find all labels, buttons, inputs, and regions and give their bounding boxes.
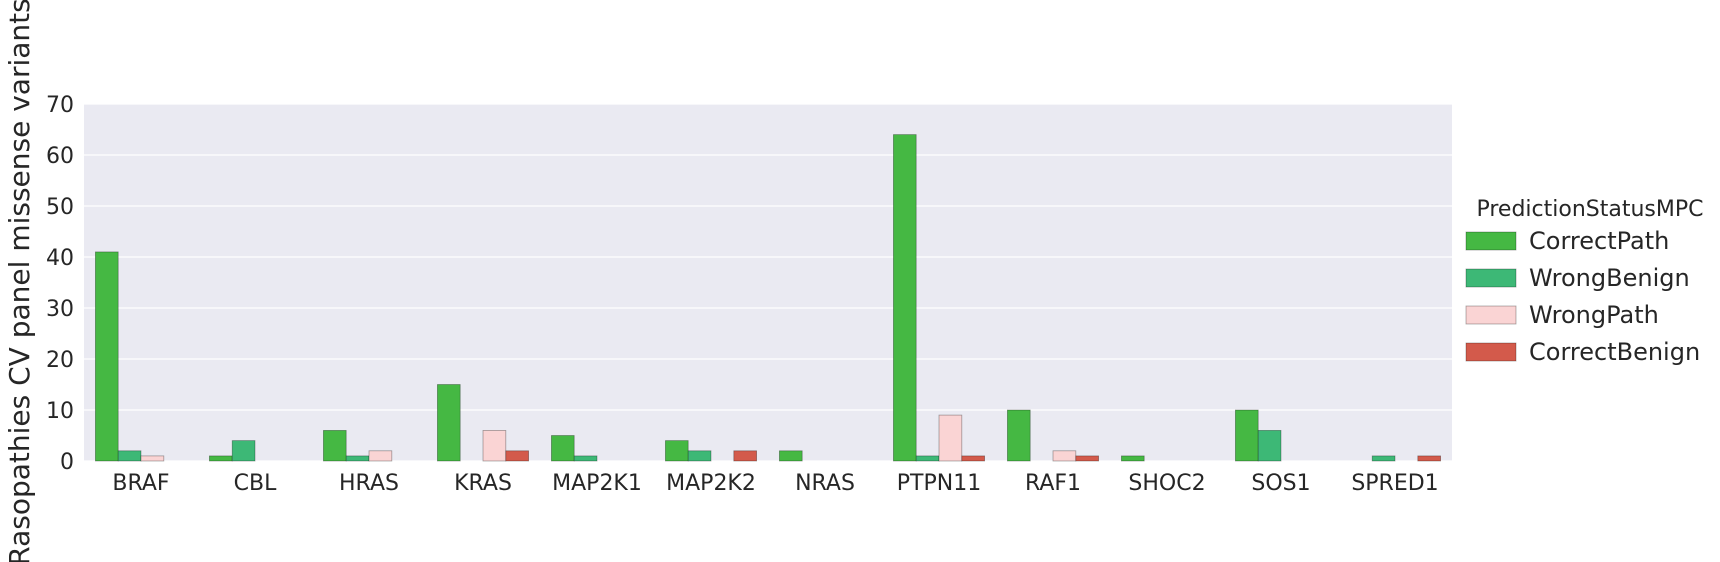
y-tick-label: 70	[46, 93, 74, 118]
bar-nras-correctpath	[779, 450, 803, 462]
bar-hras-correctpath	[322, 429, 347, 462]
bar-ptpn11-correctpath	[893, 134, 917, 462]
bar-map2k2-wrongbenign	[687, 450, 712, 462]
x-tick-label: RAF1	[1025, 471, 1081, 496]
legend: PredictionStatusMPC CorrectPath WrongBeni…	[1465, 197, 1704, 366]
bar-raf1-correctbenign	[1075, 455, 1100, 462]
x-tick-label: MAP2K1	[552, 471, 642, 496]
bar-ptpn11-wrongbenign	[915, 455, 940, 462]
y-tick-label: 10	[46, 399, 74, 424]
bar-map2k2-correctpath	[665, 440, 689, 462]
bar-hras-wrongpath	[368, 450, 393, 462]
legend-label-wrongbenign: WrongBenign	[1529, 264, 1690, 292]
y-tick-label: 40	[46, 246, 74, 271]
bar-sos1-wrongbenign	[1257, 429, 1282, 462]
bar-shoc2-correctpath	[1121, 455, 1145, 462]
bar-kras-correctpath	[436, 384, 461, 462]
bar-map2k1-correctpath	[551, 435, 575, 462]
bar-braf-correctpath	[95, 251, 119, 462]
legend-label-wrongpath: WrongPath	[1529, 301, 1659, 329]
x-tick-label: SPRED1	[1351, 471, 1438, 496]
y-tick-label: 60	[46, 144, 74, 169]
bar-map2k1-wrongbenign	[573, 455, 598, 462]
bar-spred1-wrongbenign	[1371, 455, 1396, 462]
bar-spred1-correctbenign	[1417, 455, 1442, 462]
legend-title: PredictionStatusMPC	[1476, 197, 1703, 222]
bar-braf-wrongpath	[140, 455, 165, 462]
x-tick-labels: BRAF CBL HRAS KRAS MAP2K1 MAP2K2 NRAS PTPN11 RAF…	[112, 471, 1438, 496]
x-tick-label: KRAS	[454, 471, 512, 496]
legend-swatch-wrongbenign	[1465, 268, 1517, 288]
x-tick-label: SOS1	[1251, 471, 1310, 496]
x-tick-label: CBL	[234, 471, 277, 496]
legend-label-correctpath: CorrectPath	[1529, 227, 1669, 255]
y-tick-label: 50	[46, 195, 74, 220]
bar-raf1-correctpath	[1007, 409, 1031, 462]
x-tick-label: MAP2K2	[666, 471, 756, 496]
bar-kras-correctbenign	[505, 450, 529, 462]
y-tick-label: 20	[46, 348, 74, 373]
legend-swatch-correctbenign	[1465, 342, 1517, 362]
grid-lines	[84, 103, 1452, 462]
x-tick-label: SHOC2	[1128, 471, 1205, 496]
bar-cbl-correctpath	[208, 455, 233, 462]
bar-ptpn11-correctbenign	[961, 455, 985, 462]
bar-ptpn11-wrongpath	[938, 414, 963, 462]
bar-map2k2-correctbenign	[733, 450, 757, 462]
x-tick-label: HRAS	[339, 471, 399, 496]
y-tick-labels: 0 10 20 30 40 50 60 70	[46, 93, 74, 475]
legend-swatch-wrongpath	[1465, 305, 1517, 325]
y-axis-label: Rasopathies CV panel missense variants	[3, 0, 36, 562]
bar-braf-wrongbenign	[117, 450, 142, 462]
x-tick-label: NRAS	[795, 471, 855, 496]
bar-sos1-correctpath	[1235, 409, 1259, 462]
bar-hras-wrongbenign	[345, 455, 370, 462]
x-tick-label: BRAF	[112, 471, 169, 496]
bar-kras-wrongpath	[482, 429, 507, 462]
bar-cbl-wrongbenign	[231, 440, 256, 462]
x-tick-label: PTPN11	[897, 471, 981, 496]
bars	[95, 134, 1442, 462]
y-tick-label: 0	[60, 450, 74, 475]
bar-raf1-wrongpath	[1052, 450, 1077, 462]
legend-swatch-correctpath	[1465, 231, 1517, 251]
plot-area	[84, 104, 1452, 461]
legend-label-correctbenign: CorrectBenign	[1529, 338, 1700, 366]
y-tick-label: 30	[46, 297, 74, 322]
